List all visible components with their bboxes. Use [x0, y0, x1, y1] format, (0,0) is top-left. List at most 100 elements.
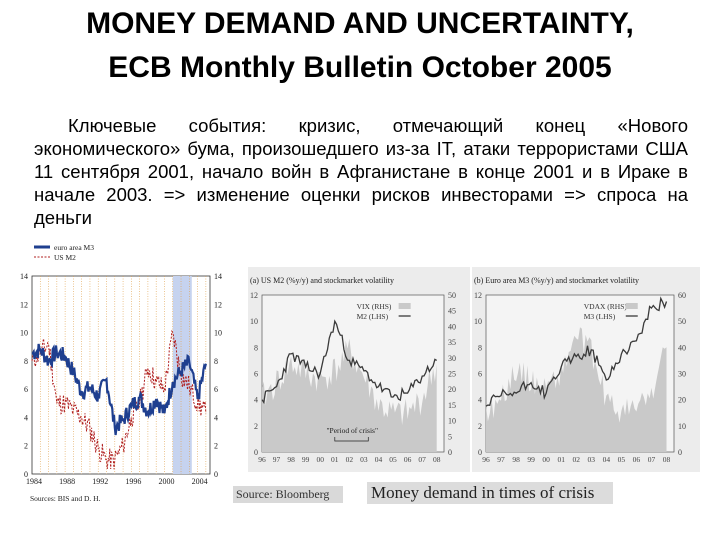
chart1-ytick-right: 6 — [214, 385, 218, 394]
chart1-xtick: 1988 — [59, 477, 75, 486]
chart1-source-note: Sources: BIS and D. H. — [30, 494, 101, 503]
chart3-ytick-right: 20 — [678, 396, 686, 405]
chart1-legend-euro-m3: euro area M3 — [54, 243, 94, 252]
chart2-xtick: 06 — [404, 455, 412, 464]
chart1-ytick-left: 12 — [20, 300, 28, 309]
chart1-series-us-m2 — [31, 329, 207, 470]
chart3-ytick-left: 6 — [478, 370, 482, 379]
chart2-ytick-right: 15 — [448, 401, 456, 410]
chart1-ytick-right: 2 — [214, 442, 218, 451]
chart1-ytick-left: 10 — [20, 329, 28, 338]
chart2-ytick-right: 30 — [448, 354, 456, 363]
chart2-ytick-right: 20 — [448, 385, 456, 394]
chart3-xtick: 98 — [512, 455, 520, 464]
chart1-ytick-left: 4 — [24, 413, 28, 422]
chart2-xtick: 00 — [316, 455, 324, 464]
chart2-xtick: 08 — [433, 455, 441, 464]
chart1-ytick-right: 14 — [214, 272, 222, 281]
chart2-ytick-right: 35 — [448, 338, 456, 347]
chart3-ytick-left: 12 — [474, 291, 482, 300]
chart3-legend-volatility: VDAX (RHS) — [584, 302, 628, 311]
chart2-ytick-left: 0 — [254, 448, 258, 457]
chart2-legend-money: M2 (LHS) — [357, 312, 389, 321]
chart1-ytick-right: 10 — [214, 329, 222, 338]
chart3-title: (b) Euro area M3 (%y/y) and stockmarket … — [474, 276, 639, 285]
chart2-xtick: 07 — [418, 455, 426, 464]
chart3-xtick: 06 — [633, 455, 641, 464]
chart3-xtick: 05 — [618, 455, 626, 464]
chart3-xtick: 04 — [603, 455, 611, 464]
chart3-xtick: 03 — [588, 455, 596, 464]
chart2-xtick: 96 — [258, 455, 266, 464]
chart2-legend-volatility: VIX (RHS) — [357, 302, 392, 311]
chart1-xtick: 2004 — [192, 477, 208, 486]
chart1-ytick-right: 8 — [214, 357, 218, 366]
chart1-xtick: 1996 — [125, 477, 141, 486]
chart3-ytick-right: 60 — [678, 291, 686, 300]
chart1-xtick: 2000 — [158, 477, 174, 486]
chart2-ytick-left: 10 — [250, 317, 258, 326]
chart1-series-euro-m3 — [31, 343, 207, 436]
chart3-series-volatility — [486, 327, 667, 452]
slide-body-text: Ключевые события: кризис, отмечающий кон… — [34, 115, 688, 228]
chart3-ytick-left: 8 — [478, 343, 482, 352]
chart2-ytick-right: 5 — [448, 432, 452, 441]
chart2-annotation-period-of-crisis: "Period of crisis" — [326, 426, 378, 435]
chart2-legend-swatch-volatility — [398, 303, 411, 309]
chart2-xtick: 02 — [346, 455, 354, 464]
chart2-title: (a) US M2 (%y/y) and stockmarket volatil… — [250, 276, 394, 285]
slide-title-line-2: ECB Monthly Bulletin October 2005 — [108, 51, 612, 84]
chart2-ytick-left: 8 — [254, 343, 258, 352]
chart1-ytick-right: 12 — [214, 300, 222, 309]
chart2-ytick-left: 4 — [254, 396, 258, 405]
chart3-xtick: 97 — [497, 455, 505, 464]
chart3-ytick-right: 10 — [678, 422, 686, 431]
chart2-ytick-left: 6 — [254, 370, 258, 379]
chart3-xtick: 99 — [527, 455, 535, 464]
chart2-xtick: 03 — [360, 455, 368, 464]
chart2-xtick: 05 — [389, 455, 397, 464]
chart3-series-money — [485, 296, 668, 407]
chart3-ytick-right: 0 — [678, 448, 682, 457]
chart2-ytick-left: 12 — [250, 291, 258, 300]
chart3-ytick-left: 2 — [478, 422, 482, 431]
chart1-legend-us-m2: US M2 — [54, 253, 76, 262]
chart1-ytick-left: 8 — [24, 357, 28, 366]
chart2-ytick-right: 0 — [448, 448, 452, 457]
source-bloomberg-label: Source: Bloomberg — [233, 486, 343, 503]
chart3-ytick-right: 50 — [678, 317, 686, 326]
chart2-series-volatility — [262, 338, 437, 452]
chart3-ytick-right: 40 — [678, 343, 686, 352]
chart3-xtick: 08 — [663, 455, 671, 464]
chart1-ytick-left: 14 — [20, 272, 28, 281]
chart2-ytick-right: 25 — [448, 370, 456, 379]
chart1-ytick-right: 4 — [214, 413, 218, 422]
chart2-xtick: 99 — [302, 455, 310, 464]
chart2-ytick-left: 2 — [254, 422, 258, 431]
chart2-xtick: 98 — [287, 455, 295, 464]
chart1-xtick: 1984 — [26, 477, 42, 486]
chart2-xtick: 04 — [375, 455, 383, 464]
chart2-annotation-bracket — [334, 437, 369, 442]
chart1-xtick: 1992 — [92, 477, 108, 486]
chart3-legend-money: M3 (LHS) — [584, 312, 616, 321]
slide-title-line-1: MONEY DEMAND AND UNCERTAINTY, — [86, 7, 634, 40]
chart2-ytick-right: 40 — [448, 322, 456, 331]
chart3-ytick-right: 30 — [678, 370, 686, 379]
chart3-ytick-left: 0 — [478, 448, 482, 457]
chart3-ytick-left: 10 — [474, 317, 482, 326]
chart3-legend-swatch-volatility — [625, 303, 638, 309]
chart2-ytick-right: 50 — [448, 291, 456, 300]
chart3-ytick-left: 4 — [478, 396, 482, 405]
chart2-ytick-right: 45 — [448, 307, 456, 316]
chart2-xtick: 01 — [331, 455, 339, 464]
chart1-ytick-left: 0 — [24, 470, 28, 479]
chart2-xtick: 97 — [273, 455, 281, 464]
chart3-xtick: 01 — [557, 455, 565, 464]
chart3-xtick: 96 — [482, 455, 490, 464]
chart1-ytick-left: 6 — [24, 385, 28, 394]
chart3-xtick: 07 — [648, 455, 656, 464]
chart2-ytick-right: 10 — [448, 417, 456, 426]
chart-caption: Money demand in times of crisis — [367, 482, 613, 504]
